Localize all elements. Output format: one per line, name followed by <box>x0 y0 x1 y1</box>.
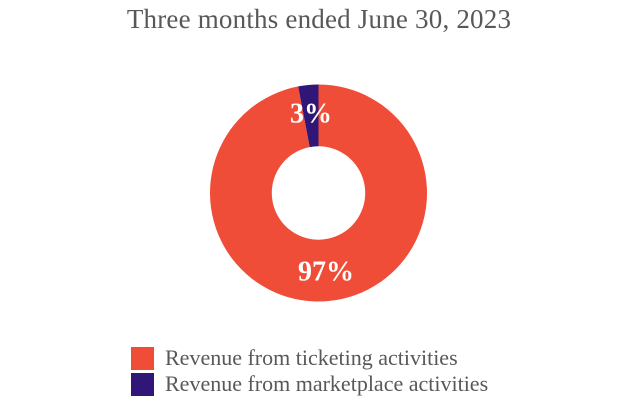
slice-label-marketplace: 3% <box>290 98 332 129</box>
legend-item-marketplace: Revenue from marketplace activities <box>131 371 488 397</box>
chart-title: Three months ended June 30, 2023 <box>126 4 512 34</box>
slice-label-ticketing: 97% <box>298 257 354 288</box>
legend-swatch-ticketing <box>131 346 154 370</box>
legend-swatch-marketplace <box>131 372 154 396</box>
legend-label-marketplace: Revenue from marketplace activities <box>165 371 489 396</box>
legend-label-ticketing: Revenue from ticketing activities <box>165 345 458 370</box>
legend: Revenue from ticketing activities Revenu… <box>131 345 488 397</box>
donut-slice-marketplace <box>298 84 319 148</box>
legend-item-ticketing: Revenue from ticketing activities <box>131 345 488 371</box>
donut-slice-ticketing <box>210 84 428 302</box>
